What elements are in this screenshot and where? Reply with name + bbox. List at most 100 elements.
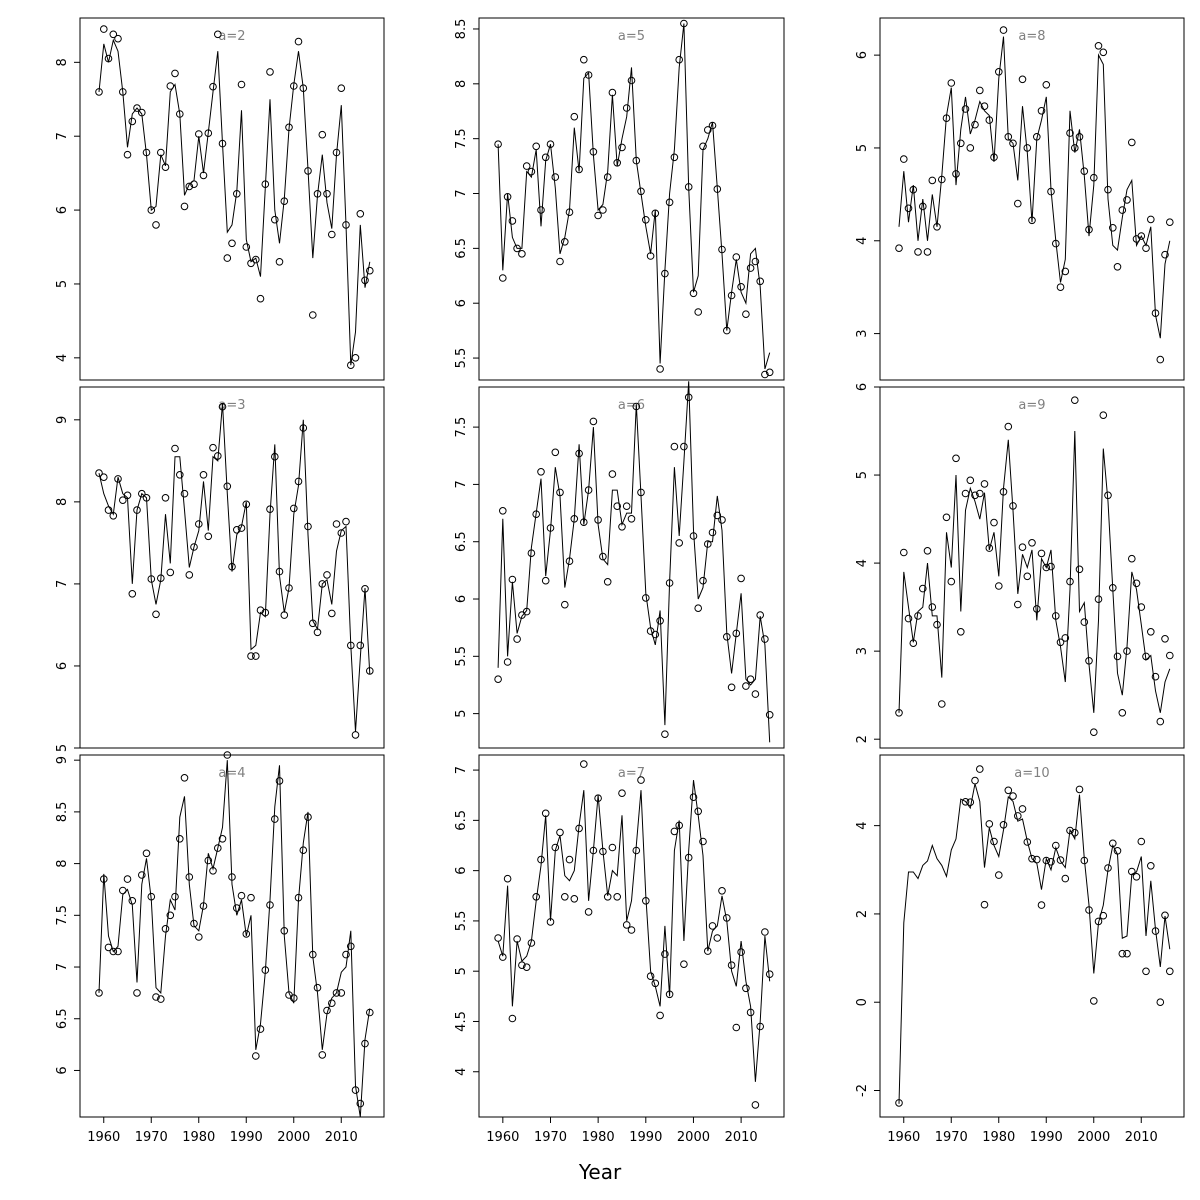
panel-title: a=7 bbox=[618, 766, 645, 781]
data-point bbox=[1147, 862, 1155, 870]
data-point bbox=[247, 259, 255, 268]
data-point bbox=[361, 1039, 369, 1048]
x-tick-label: 1980 bbox=[982, 1130, 1015, 1145]
data-point bbox=[204, 129, 213, 137]
plot-frame bbox=[879, 754, 1185, 1118]
panel-title: a=4 bbox=[218, 766, 245, 781]
y-tick-label: 5 bbox=[454, 967, 469, 975]
data-point bbox=[976, 86, 984, 95]
data-point bbox=[556, 257, 564, 266]
x-tick-label: 1990 bbox=[629, 1130, 662, 1145]
x-tick-label: 2010 bbox=[725, 1130, 758, 1145]
data-point bbox=[1066, 826, 1074, 835]
data-point bbox=[942, 513, 951, 522]
data-point bbox=[1094, 917, 1103, 926]
y-tick-label: 7 bbox=[55, 580, 70, 588]
data-point bbox=[1028, 539, 1036, 547]
data-point bbox=[546, 524, 555, 532]
data-point bbox=[1075, 133, 1084, 141]
data-point bbox=[1123, 647, 1131, 655]
data-point bbox=[290, 504, 298, 513]
y-tick-label: 8 bbox=[55, 498, 70, 506]
data-point bbox=[1018, 543, 1027, 552]
data-point bbox=[995, 68, 1003, 76]
data-point bbox=[632, 156, 641, 165]
data-point bbox=[580, 760, 588, 768]
data-point bbox=[366, 266, 374, 275]
data-point bbox=[190, 919, 198, 928]
panel-title: a=2 bbox=[218, 29, 245, 44]
data-point bbox=[1118, 206, 1127, 214]
data-point bbox=[318, 130, 327, 139]
data-point bbox=[895, 244, 903, 252]
data-point bbox=[1109, 584, 1117, 592]
data-point bbox=[138, 489, 146, 498]
data-point bbox=[1071, 144, 1079, 152]
data-point bbox=[123, 150, 132, 159]
data-point bbox=[541, 576, 550, 585]
data-point bbox=[294, 893, 303, 902]
data-point bbox=[718, 245, 726, 254]
data-point bbox=[275, 258, 284, 266]
data-point bbox=[266, 505, 274, 514]
data-point bbox=[694, 604, 703, 613]
data-point bbox=[494, 140, 502, 148]
data-point bbox=[1137, 232, 1146, 240]
data-point bbox=[304, 167, 312, 175]
y-tick-label: 8.5 bbox=[454, 19, 469, 40]
y-tick-label: 7.5 bbox=[55, 905, 70, 926]
data-point bbox=[565, 557, 574, 566]
data-point bbox=[1056, 638, 1065, 647]
data-point bbox=[708, 528, 717, 537]
data-point bbox=[138, 108, 146, 117]
data-point bbox=[575, 165, 583, 174]
y-tick-label: 7 bbox=[55, 132, 70, 140]
data-point bbox=[637, 187, 645, 196]
panel-title: a=10 bbox=[1014, 766, 1049, 781]
data-point bbox=[1061, 267, 1070, 276]
data-point bbox=[157, 995, 165, 1003]
data-point bbox=[527, 939, 536, 947]
data-point bbox=[261, 608, 270, 617]
data-point bbox=[565, 855, 574, 864]
data-point bbox=[756, 611, 765, 619]
data-point bbox=[195, 130, 203, 138]
data-point bbox=[1056, 856, 1065, 864]
data-point bbox=[266, 68, 274, 76]
data-point bbox=[128, 590, 137, 598]
data-point bbox=[565, 208, 574, 216]
y-tick-label: 8 bbox=[454, 80, 469, 88]
data-point bbox=[176, 835, 184, 843]
data-point bbox=[900, 548, 908, 557]
y-tick-label: 3 bbox=[855, 329, 870, 337]
plot-frame bbox=[879, 386, 1185, 749]
data-point bbox=[1052, 239, 1060, 248]
data-point bbox=[980, 480, 989, 488]
data-point bbox=[347, 942, 355, 951]
data-point bbox=[651, 630, 660, 639]
data-point bbox=[1099, 411, 1108, 420]
data-point bbox=[123, 875, 132, 883]
y-tick-label: 5 bbox=[454, 709, 469, 717]
data-point bbox=[252, 652, 260, 660]
data-point bbox=[957, 628, 965, 636]
data-point bbox=[237, 891, 246, 900]
data-point bbox=[214, 30, 222, 39]
data-point bbox=[976, 765, 984, 773]
data-point bbox=[699, 837, 707, 846]
data-point bbox=[142, 148, 151, 157]
data-point bbox=[1033, 605, 1041, 613]
data-point bbox=[180, 774, 189, 782]
data-point bbox=[933, 223, 941, 231]
y-tick-label: 6 bbox=[454, 866, 469, 874]
y-tick-label: 7 bbox=[454, 189, 469, 197]
data-point bbox=[275, 777, 284, 785]
data-point bbox=[895, 1099, 903, 1107]
data-point bbox=[1128, 138, 1136, 147]
data-point bbox=[209, 867, 217, 875]
x-tick-label: 1970 bbox=[534, 1130, 567, 1145]
data-point bbox=[176, 110, 184, 118]
data-point bbox=[494, 934, 502, 942]
data-point bbox=[518, 611, 526, 619]
data-point bbox=[646, 252, 655, 260]
